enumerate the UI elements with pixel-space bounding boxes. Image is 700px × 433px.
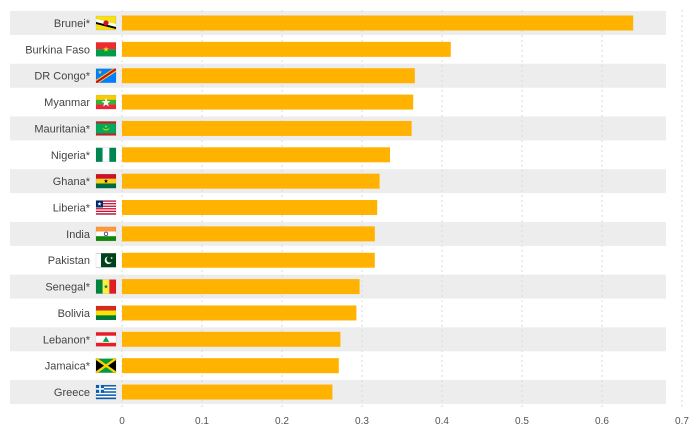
category-label: Brunei* bbox=[54, 18, 91, 30]
bar bbox=[122, 226, 375, 242]
x-tick-label: 0.7 bbox=[675, 416, 689, 427]
bar bbox=[122, 41, 451, 57]
category-label: Burkina Faso bbox=[25, 44, 90, 56]
bar bbox=[122, 305, 357, 321]
category-label: Nigeria* bbox=[51, 150, 91, 162]
lebanon-flag-icon bbox=[95, 332, 117, 347]
bar bbox=[122, 358, 339, 374]
senegal-flag-icon bbox=[95, 279, 117, 294]
category-label: Bolivia bbox=[58, 308, 91, 320]
bar bbox=[122, 331, 341, 347]
bar bbox=[122, 200, 378, 216]
x-tick-label: 0.6 bbox=[595, 416, 609, 427]
nigeria-flag-icon bbox=[95, 147, 117, 163]
bolivia-flag-icon bbox=[95, 305, 117, 321]
category-label: DR Congo* bbox=[34, 71, 90, 83]
x-tick-label: 0 bbox=[119, 416, 125, 427]
flags bbox=[95, 15, 117, 400]
jamaica-flag-icon bbox=[95, 357, 117, 374]
x-tick-label: 0.5 bbox=[515, 416, 529, 427]
category-label: India bbox=[66, 229, 91, 241]
myanmar-flag-icon bbox=[95, 94, 117, 110]
bar bbox=[122, 279, 360, 295]
ghana-flag-icon bbox=[95, 173, 117, 189]
row-band bbox=[10, 380, 666, 405]
x-tick-label: 0.4 bbox=[435, 416, 449, 427]
bar bbox=[122, 384, 333, 400]
category-label: Lebanon* bbox=[43, 334, 91, 346]
pakistan-flag-icon bbox=[95, 252, 117, 268]
bar bbox=[122, 252, 375, 268]
brunei-flag-icon bbox=[95, 15, 117, 31]
x-axis-ticks: 0 0.1 0.2 0.3 0.4 0.5 0.6 0.7 bbox=[119, 416, 689, 427]
category-label: Myanmar bbox=[44, 97, 90, 109]
x-tick-label: 0.1 bbox=[195, 416, 209, 427]
dr-congo-flag-icon bbox=[95, 68, 117, 83]
x-tick-label: 0.3 bbox=[355, 416, 369, 427]
india-flag-icon bbox=[95, 226, 117, 242]
category-label: Pakistan bbox=[48, 255, 90, 267]
x-tick-label: 0.2 bbox=[275, 416, 289, 427]
bar bbox=[122, 147, 390, 163]
burkina-faso-flag-icon bbox=[95, 42, 117, 57]
bars bbox=[122, 15, 634, 400]
category-labels: Brunei* Burkina Faso DR Congo* Myanmar Mauri… bbox=[25, 18, 91, 399]
bar bbox=[122, 68, 415, 84]
liberia-flag-icon bbox=[95, 200, 117, 215]
category-label: Jamaica* bbox=[45, 361, 91, 373]
bar bbox=[122, 173, 380, 189]
mauritania-flag-icon bbox=[95, 121, 117, 136]
category-label: Senegal* bbox=[45, 282, 90, 294]
greece-flag-icon bbox=[95, 384, 117, 400]
category-label: Mauritania* bbox=[34, 123, 90, 135]
bar bbox=[122, 120, 412, 136]
bar bbox=[122, 15, 634, 31]
category-label: Ghana* bbox=[53, 176, 91, 188]
category-label: Greece bbox=[54, 387, 90, 399]
category-label: Liberia* bbox=[53, 203, 91, 215]
bar bbox=[122, 94, 414, 110]
